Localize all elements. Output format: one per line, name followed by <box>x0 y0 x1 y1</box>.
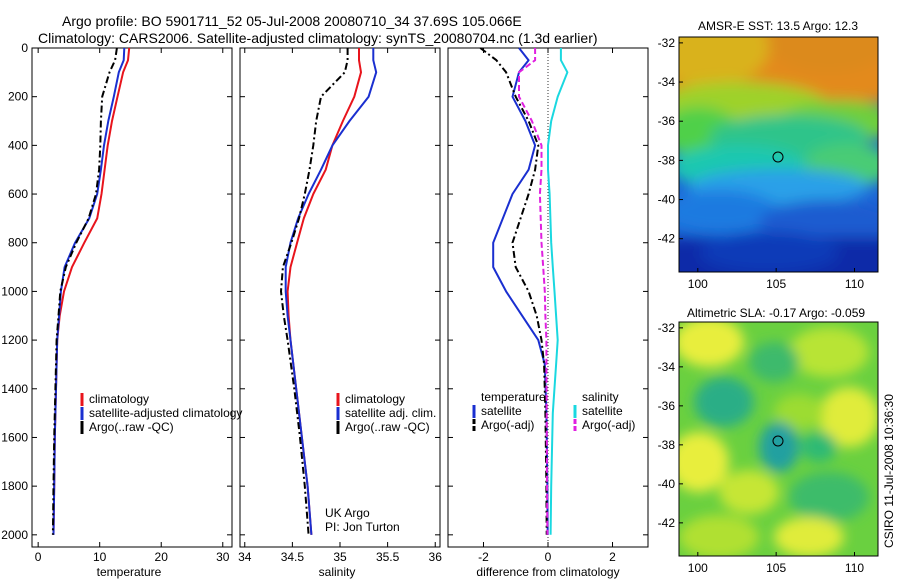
x-tick-label: 36 <box>429 550 443 564</box>
salinity-panel: 34 34.5 35 35.5 36 salinity climatology sate… <box>238 47 443 579</box>
series-line-satellite-salinity <box>547 48 569 535</box>
x-tick-label: 10 <box>93 550 107 564</box>
y-tick-label: -40 <box>658 477 676 491</box>
y-tick-label: -42 <box>658 232 676 246</box>
sst-map-image <box>679 37 878 272</box>
y-tick-label: -38 <box>658 153 676 167</box>
legend-item-satellite: satellite-adjusted climatology <box>89 406 242 420</box>
legend-item-satellite: satellite adj. clim. <box>345 406 436 420</box>
y-tick-label: 1800 <box>1 479 28 493</box>
x-tick-label: -2 <box>478 550 489 564</box>
header-line-2: Climatology: CARS2006. Satellite-adjuste… <box>38 30 598 46</box>
y-tick-label: -34 <box>658 360 676 374</box>
x-tick-label: 0 <box>35 550 42 564</box>
x-tick-label: 100 <box>688 561 708 575</box>
x-tick-label: 35.5 <box>376 550 400 564</box>
sla-map-image <box>679 322 878 556</box>
credit-label: CSIRO 11-Jul-2008 10:36:30 <box>882 394 896 548</box>
legend-item-sal-satellite: satellite <box>582 404 623 418</box>
series-line-argo-adj-temperature <box>479 47 548 535</box>
series-line-satellite-adjusted-climatology <box>52 47 126 535</box>
y-tick-label: 0 <box>21 41 28 55</box>
temperature-legend: climatology satellite-adjusted climatolo… <box>80 392 242 434</box>
uk-argo-annotation: UK Argo <box>325 506 370 520</box>
sla-map-panel: Altimetric SLA: -0.17 Argo: -0.059 <box>658 306 879 575</box>
x-tick-label: 0 <box>545 550 552 564</box>
y-tick-label: 2000 <box>1 528 28 542</box>
temperature-axes <box>31 47 233 548</box>
x-tick-label: 105 <box>766 277 786 291</box>
legend-title-salinity: salinity <box>582 390 619 404</box>
series-line-argo-adj-salinity <box>518 48 549 535</box>
legend-item-argo: Argo(..raw -QC) <box>345 420 430 434</box>
header-line-1: Argo profile: BO 5901711_52 05-Jul-2008 … <box>62 13 522 29</box>
legend-title-temperature: temperature <box>481 390 546 404</box>
y-tick-label: -36 <box>658 114 676 128</box>
x-tick-label: 34 <box>238 550 252 564</box>
y-tick-label: 600 <box>8 187 28 201</box>
y-tick-label: 1400 <box>1 382 28 396</box>
y-tick-label: 200 <box>8 90 28 104</box>
y-tick-label: -32 <box>658 321 676 335</box>
x-tick-label: 20 <box>155 550 169 564</box>
salinity-xlabel: salinity <box>319 565 356 579</box>
y-tick-label: -38 <box>658 438 676 452</box>
salinity-legend: climatology satellite adj. clim. Argo(..… <box>336 392 436 434</box>
x-tick-label: 30 <box>216 550 230 564</box>
y-tick-label: -34 <box>658 75 676 89</box>
x-tick-label: 35 <box>333 550 347 564</box>
y-tick-label: -32 <box>658 36 676 50</box>
y-tick-label: 1000 <box>1 284 28 298</box>
x-tick-label: 2 <box>609 550 616 564</box>
legend-item-temp-argo: Argo(-adj) <box>481 418 534 432</box>
series-line-argo-raw-qc <box>280 48 349 535</box>
legend-item-argo: Argo(..raw -QC) <box>89 420 174 434</box>
x-tick-label: 100 <box>688 277 708 291</box>
temperature-panel: 0 10 20 30 0 200 400 600 800 1000 1200 1400 1600 1800… <box>1 41 242 579</box>
difference-panel: -2 0 2 difference from climatology tempera… <box>447 47 649 579</box>
sst-map-title: AMSR-E SST: 13.5 Argo: 12.3 <box>698 19 858 33</box>
pi-annotation: PI: Jon Turton <box>325 520 400 534</box>
x-tick-label: 105 <box>766 561 786 575</box>
temperature-xlabel: temperature <box>97 565 162 579</box>
argo-float-marker <box>772 151 784 163</box>
y-tick-label: 800 <box>8 236 28 250</box>
y-tick-label: 400 <box>8 138 28 152</box>
difference-xlabel: difference from climatology <box>476 565 619 579</box>
sst-map-panel: AMSR-E SST: 13.5 Argo: 12.3 <box>658 19 879 291</box>
y-tick-label: -42 <box>658 516 676 530</box>
legend-item-sal-argo: Argo(-adj) <box>582 418 635 432</box>
y-tick-label: 1200 <box>1 333 28 347</box>
series-line-argo-raw-qc <box>51 47 118 535</box>
x-tick-label: 110 <box>845 277 864 291</box>
legend-item-temp-satellite: satellite <box>481 404 522 418</box>
y-tick-label: -36 <box>658 399 676 413</box>
difference-legend: temperature satellite Argo(-adj) salinit… <box>472 390 635 432</box>
x-tick-label: 34.5 <box>281 550 305 564</box>
series-line-satellite-temperature <box>492 47 549 535</box>
y-tick-label: 1600 <box>1 430 28 444</box>
legend-item-climatology: climatology <box>89 392 149 406</box>
legend-item-climatology: climatology <box>345 392 405 406</box>
sla-map-title: Altimetric SLA: -0.17 Argo: -0.059 <box>687 306 865 320</box>
argo-float-marker <box>772 435 784 447</box>
x-tick-label: 110 <box>845 561 864 575</box>
y-tick-label: -40 <box>658 193 676 207</box>
